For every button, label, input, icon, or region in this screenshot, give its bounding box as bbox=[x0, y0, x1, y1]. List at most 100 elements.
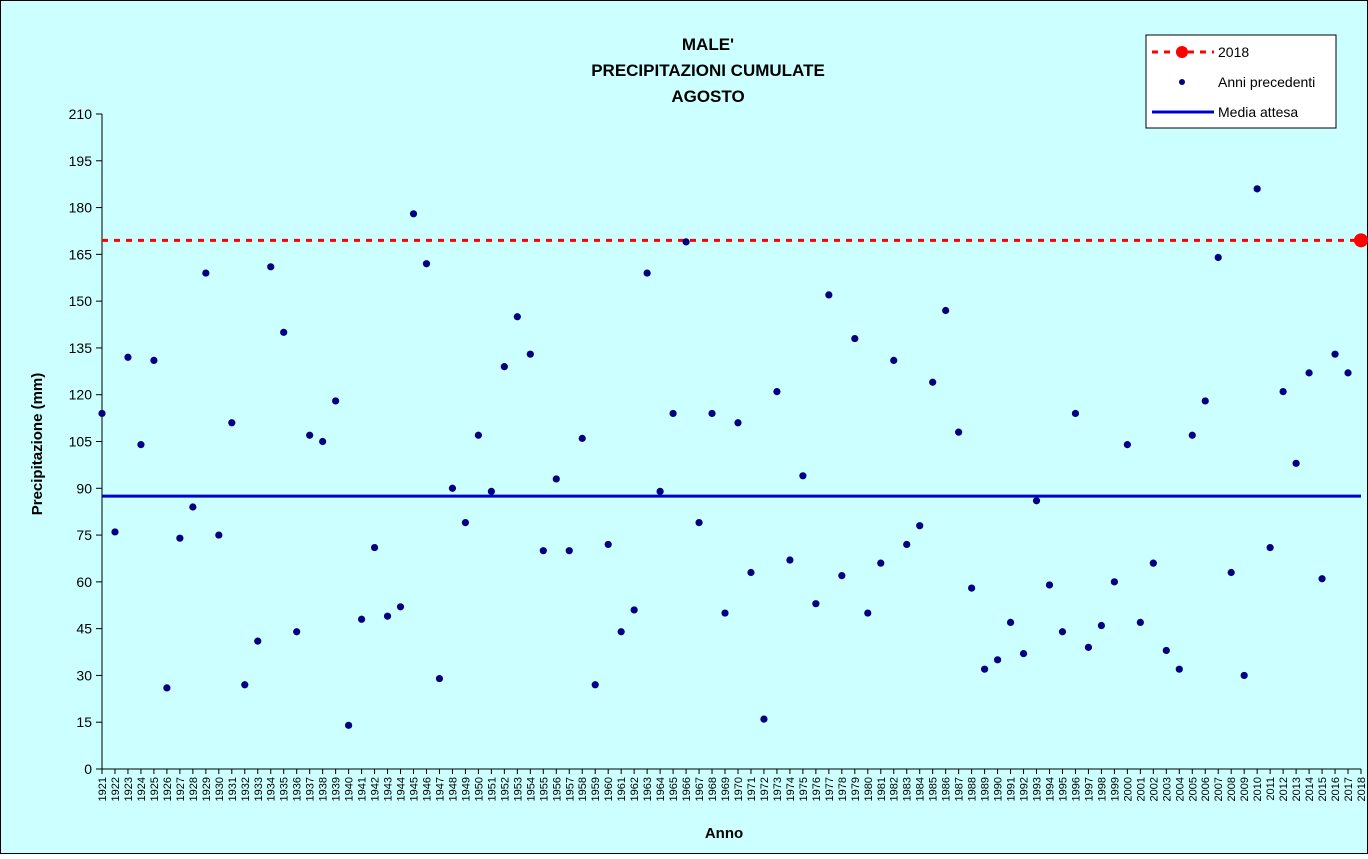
data-point-1936 bbox=[293, 628, 301, 636]
data-point-1972 bbox=[760, 715, 768, 723]
data-point-1958 bbox=[578, 434, 586, 442]
x-tick-label: 1996 bbox=[1070, 777, 1082, 801]
x-tick-label: 2014 bbox=[1304, 777, 1316, 801]
x-tick-label: 1995 bbox=[1057, 777, 1069, 801]
data-point-1944 bbox=[396, 603, 405, 611]
x-tick-label: 1946 bbox=[421, 777, 433, 801]
data-point-1997 bbox=[1084, 643, 1093, 651]
x-tick-label: 1947 bbox=[434, 777, 446, 801]
data-point-1925 bbox=[150, 356, 158, 365]
x-tick-label: 1983 bbox=[902, 777, 914, 801]
data-point-1959 bbox=[591, 681, 599, 689]
y-tick-label: 75 bbox=[76, 527, 92, 543]
data-point-1943 bbox=[383, 612, 392, 620]
x-tick-label: 1957 bbox=[564, 777, 576, 801]
x-tick-label: 1999 bbox=[1109, 777, 1121, 801]
y-tick-label: 165 bbox=[69, 246, 93, 262]
data-point-1969 bbox=[721, 609, 729, 617]
data-point-1924 bbox=[137, 441, 145, 449]
y-tick-label: 210 bbox=[69, 106, 93, 122]
x-tick-label: 2006 bbox=[1200, 777, 1212, 801]
data-point-1999 bbox=[1110, 578, 1118, 586]
x-tick-label: 1980 bbox=[863, 777, 875, 801]
x-tick-label: 1954 bbox=[525, 777, 537, 801]
x-tick-label: 1930 bbox=[214, 777, 226, 801]
data-point-1951 bbox=[487, 487, 495, 496]
x-tick-label: 1932 bbox=[240, 777, 252, 801]
data-point-1974 bbox=[786, 556, 794, 564]
x-tick-label: 1952 bbox=[499, 777, 511, 801]
data-point-1933 bbox=[254, 637, 262, 645]
data-point-2009 bbox=[1240, 671, 1248, 680]
data-point-1939 bbox=[332, 397, 340, 405]
y-tick-label: 15 bbox=[76, 714, 92, 730]
data-point-1960 bbox=[604, 540, 612, 549]
x-tick-label: 1992 bbox=[1019, 777, 1031, 801]
legend-2018-label: 2018 bbox=[1218, 44, 1249, 60]
x-tick-label: 1956 bbox=[551, 777, 563, 801]
data-point-1993 bbox=[1032, 497, 1041, 505]
x-tick-labels: 1921 1922 1923 1924 1925 1926 1927 1928 1929 1930… bbox=[97, 777, 1368, 801]
x-tick-label: 1938 bbox=[318, 777, 330, 801]
x-tick-label: 1984 bbox=[915, 777, 927, 801]
x-tick-label: 1968 bbox=[707, 777, 719, 801]
x-tick-label: 1921 bbox=[97, 777, 109, 801]
data-point-1928 bbox=[189, 503, 197, 511]
x-tick-label: 1924 bbox=[136, 777, 148, 801]
y-tick-label: 45 bbox=[76, 621, 92, 637]
x-tick-label: 1929 bbox=[201, 777, 213, 801]
x-tick-label: 1923 bbox=[123, 777, 135, 801]
data-point-1961 bbox=[617, 628, 625, 636]
data-point-1970 bbox=[734, 419, 742, 427]
data-point-1929 bbox=[202, 269, 210, 277]
x-tick-label: 2007 bbox=[1213, 777, 1225, 801]
x-tick-label: 1979 bbox=[850, 777, 862, 801]
x-tick-label: 2005 bbox=[1187, 777, 1199, 801]
y-tick-labels: 0 15 30 45 60 75 90 105 120 135 150 165 180 195 210 bbox=[69, 106, 93, 777]
x-tick-label: 1966 bbox=[681, 777, 693, 801]
x-tick-label: 1961 bbox=[616, 777, 628, 801]
data-point-2000 bbox=[1123, 441, 1131, 449]
data-point-1965 bbox=[669, 409, 677, 418]
data-point-1991 bbox=[1006, 618, 1015, 627]
x-tick-label: 1945 bbox=[409, 777, 421, 801]
x-tick-label: 1928 bbox=[188, 777, 200, 801]
x-tick-label: 1955 bbox=[538, 777, 550, 801]
data-point-2016 bbox=[1331, 350, 1339, 358]
x-tick-label: 1958 bbox=[577, 777, 589, 801]
data-point-1977 bbox=[825, 291, 833, 299]
x-tick-label: 1931 bbox=[227, 777, 239, 801]
data-point-2014 bbox=[1305, 369, 1313, 377]
data-point-2007 bbox=[1214, 253, 1222, 262]
data-point-1962 bbox=[630, 606, 638, 614]
data-point-1921 bbox=[98, 409, 106, 418]
data-point-2013 bbox=[1292, 459, 1300, 467]
chart-title: MALE' PRECIPITAZIONI CUMULATE AGOSTO bbox=[591, 35, 825, 106]
x-tick-label: 1967 bbox=[694, 777, 706, 801]
data-point-1935 bbox=[280, 328, 288, 336]
y-tick-label: 60 bbox=[76, 574, 92, 590]
data-point-2001 bbox=[1136, 618, 1144, 627]
data-point-1989 bbox=[980, 665, 989, 673]
x-tick-label: 1994 bbox=[1044, 777, 1056, 801]
x-tick-label: 1987 bbox=[954, 777, 966, 801]
data-points bbox=[98, 185, 1352, 729]
x-tick-label: 2000 bbox=[1122, 777, 1134, 801]
x-tick-label: 2003 bbox=[1161, 777, 1173, 801]
x-tick-label: 1944 bbox=[396, 777, 408, 801]
x-tick-label: 1962 bbox=[629, 777, 641, 801]
x-tick-label: 1969 bbox=[720, 777, 732, 801]
data-point-2011 bbox=[1266, 543, 1274, 552]
data-point-1967 bbox=[695, 518, 703, 527]
x-tick-label: 1990 bbox=[993, 777, 1005, 801]
data-point-1983 bbox=[903, 540, 911, 549]
data-point-2006 bbox=[1201, 397, 1209, 405]
data-point-1950 bbox=[474, 431, 483, 439]
data-point-2017 bbox=[1344, 369, 1352, 377]
data-point-2008 bbox=[1227, 568, 1235, 577]
data-point-1996 bbox=[1071, 409, 1080, 418]
x-tick-label: 1939 bbox=[331, 777, 343, 801]
reference-lines bbox=[102, 233, 1368, 498]
